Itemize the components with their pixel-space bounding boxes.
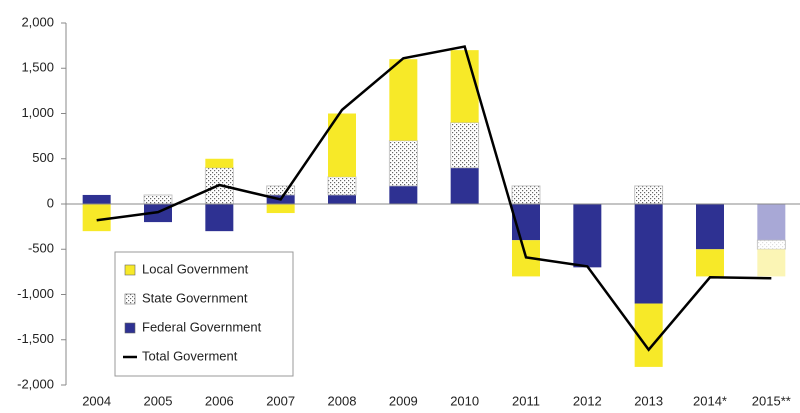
x-tick-label: 2014* xyxy=(693,393,727,408)
bar-segment xyxy=(450,167,479,204)
x-tick-label: 2005 xyxy=(144,393,173,408)
y-tick-label: -2,000 xyxy=(17,376,54,391)
bar-segment xyxy=(450,122,480,169)
y-tick-label: 0 xyxy=(47,195,54,210)
bar-segment xyxy=(205,158,234,168)
bar-segment xyxy=(389,185,418,204)
legend-label: Federal Government xyxy=(142,319,262,334)
legend-box xyxy=(114,251,294,377)
total-line xyxy=(96,45,772,352)
bar-segment xyxy=(388,140,418,187)
bar-segment xyxy=(450,50,479,123)
y-tick-label: 2,000 xyxy=(21,14,54,29)
bar-segment xyxy=(756,239,786,250)
bar-segment xyxy=(82,194,111,204)
bar-segment xyxy=(143,194,173,205)
bar-segment xyxy=(327,176,357,196)
legend-label: Total Goverment xyxy=(142,348,238,363)
x-tick-label: 2004 xyxy=(82,393,111,408)
x-tick-label: 2011 xyxy=(512,393,540,408)
bar-segment xyxy=(266,204,295,214)
y-tick-label: -500 xyxy=(28,241,54,256)
x-tick-label: 2008 xyxy=(328,393,357,408)
x-tick-label: 2015** xyxy=(752,393,791,408)
bar-segment xyxy=(573,204,602,268)
bar-segment xyxy=(696,204,724,250)
bar-segment xyxy=(634,185,664,205)
bar-segment xyxy=(757,204,786,241)
y-tick-label: 1,500 xyxy=(21,60,54,75)
x-tick-label: 2007 xyxy=(266,393,295,408)
bar-segment xyxy=(389,59,418,141)
y-tick-label: -1,000 xyxy=(17,286,54,301)
x-tick-label: 2009 xyxy=(389,393,418,408)
legend-swatch xyxy=(124,293,136,305)
y-tick-label: -1,500 xyxy=(17,331,54,346)
bar-segment xyxy=(266,185,296,196)
bar-segment xyxy=(634,204,663,304)
legend-label: Local Government xyxy=(142,261,249,276)
bar-segment xyxy=(757,249,786,277)
y-tick-label: 1,000 xyxy=(21,105,54,120)
bar-segment xyxy=(82,204,111,232)
bar-segment xyxy=(696,249,724,277)
legend-swatch xyxy=(124,264,136,276)
x-tick-label: 2010 xyxy=(450,393,479,408)
y-tick-label: 500 xyxy=(32,150,54,165)
x-tick-label: 2013 xyxy=(634,393,663,408)
legend-label: State Government xyxy=(142,290,248,305)
bar-segment xyxy=(511,185,541,205)
bar-segment xyxy=(205,204,234,232)
legend-swatch xyxy=(124,322,136,334)
x-tick-label: 2006 xyxy=(205,393,234,408)
bar-segment xyxy=(328,194,356,204)
x-tick-label: 2012 xyxy=(573,393,602,408)
